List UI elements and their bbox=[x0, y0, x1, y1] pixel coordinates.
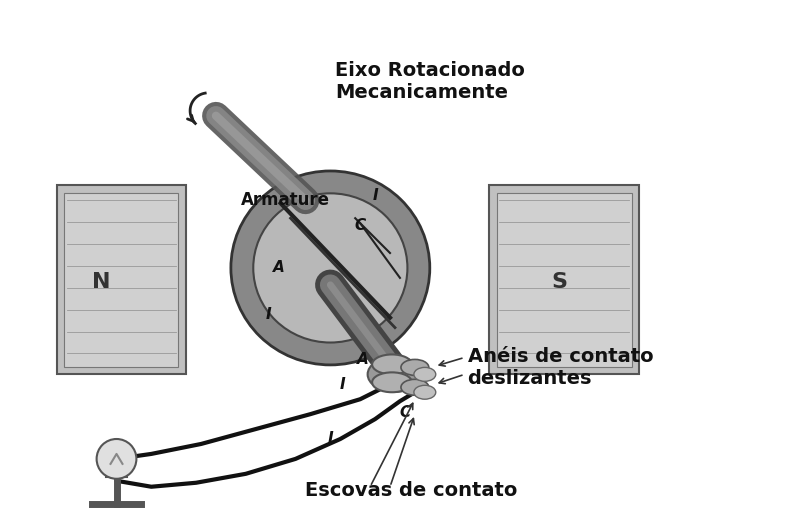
Text: I: I bbox=[266, 307, 272, 322]
Text: C: C bbox=[355, 218, 366, 233]
Bar bbox=[64, 193, 178, 367]
Ellipse shape bbox=[372, 355, 412, 375]
Text: S: S bbox=[551, 272, 567, 292]
Bar bbox=[57, 185, 186, 375]
Text: I: I bbox=[372, 188, 378, 203]
Bar bbox=[498, 193, 632, 367]
Text: Escovas de contato: Escovas de contato bbox=[305, 481, 518, 500]
Bar bbox=[105, 465, 127, 477]
Text: Armature: Armature bbox=[241, 191, 330, 210]
Circle shape bbox=[97, 439, 137, 479]
Text: N: N bbox=[93, 272, 111, 292]
Text: Eixo Rotacionado
Mecanicamente: Eixo Rotacionado Mecanicamente bbox=[335, 61, 525, 102]
Ellipse shape bbox=[414, 367, 436, 381]
Text: A: A bbox=[272, 261, 284, 275]
Ellipse shape bbox=[231, 171, 430, 365]
Bar bbox=[490, 185, 639, 375]
Text: C: C bbox=[400, 405, 411, 420]
Ellipse shape bbox=[372, 373, 412, 392]
Ellipse shape bbox=[414, 385, 436, 399]
Text: Anéis de contato
deslizantes: Anéis de contato deslizantes bbox=[468, 347, 653, 388]
Ellipse shape bbox=[401, 359, 429, 376]
Ellipse shape bbox=[367, 357, 422, 392]
Text: I: I bbox=[339, 377, 345, 392]
Text: A: A bbox=[357, 352, 369, 367]
Text: I: I bbox=[327, 431, 333, 447]
Ellipse shape bbox=[254, 193, 407, 342]
Ellipse shape bbox=[401, 379, 429, 395]
